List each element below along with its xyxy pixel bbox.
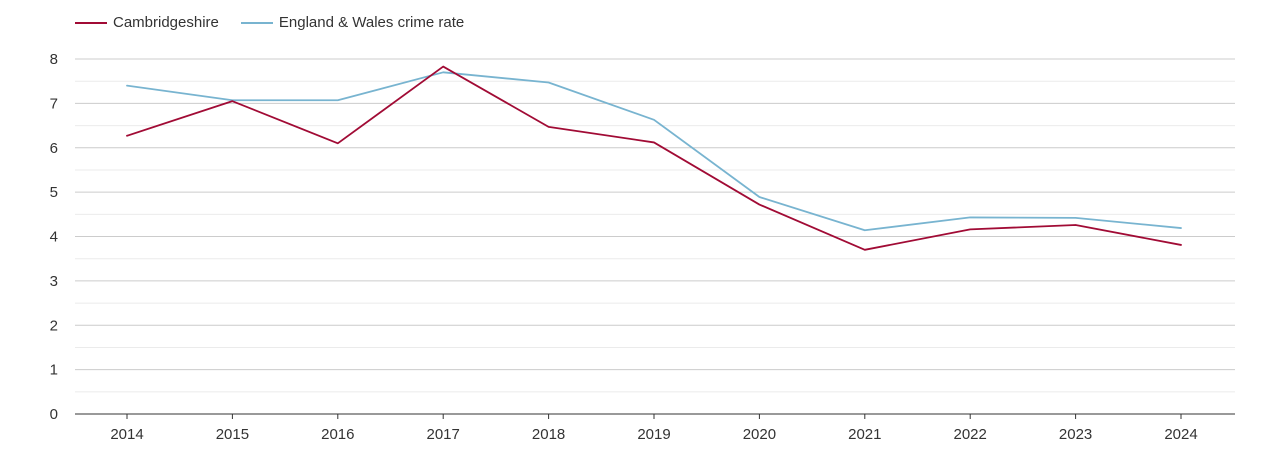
- y-tick-label: 1: [50, 362, 58, 379]
- legend-item-england-wales[interactable]: England & Wales crime rate: [240, 14, 465, 31]
- x-tick-label: 2023: [1059, 426, 1092, 443]
- legend-label-cambridgeshire: Cambridgeshire: [113, 14, 219, 31]
- x-tick-label: 2024: [1164, 426, 1197, 443]
- y-tick-label: 6: [50, 140, 58, 157]
- x-tick-label: 2016: [321, 426, 354, 443]
- series-line-cambridgeshire: [126, 65, 1182, 251]
- x-tick-label: 2020: [743, 426, 776, 443]
- y-tick-label: 2: [50, 317, 58, 334]
- y-tick-label: 8: [50, 51, 58, 68]
- legend-item-cambridgeshire[interactable]: Cambridgeshire: [75, 14, 219, 31]
- x-tick-label: 2015: [216, 426, 249, 443]
- legend-label-england-wales: England & Wales crime rate: [278, 14, 465, 31]
- x-tick-label: 2019: [637, 426, 670, 443]
- chart-legend: Cambridgeshire England & Wales crime rat…: [75, 14, 486, 31]
- y-tick-label: 3: [50, 273, 58, 290]
- x-tick-label: 2017: [427, 426, 460, 443]
- x-tick-label: 2021: [848, 426, 881, 443]
- series-line-england-wales-crime-rate: [126, 71, 1182, 232]
- y-tick-label: 4: [50, 229, 58, 246]
- legend-swatch-cambridgeshire: [75, 21, 107, 24]
- x-tick-label: 2018: [532, 426, 565, 443]
- x-tick-label: 2022: [954, 426, 987, 443]
- y-tick-label: 7: [50, 95, 58, 112]
- legend-swatch-england-wales: [240, 21, 273, 24]
- x-tick-label: 2014: [110, 426, 143, 443]
- y-tick-label: 0: [50, 406, 58, 423]
- y-tick-label: 5: [50, 184, 58, 201]
